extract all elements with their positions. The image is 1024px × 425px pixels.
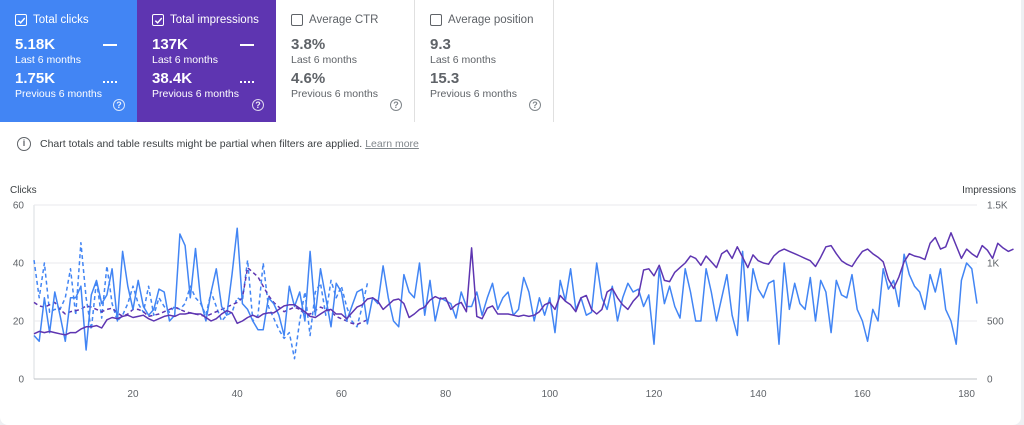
y-left-tick-label: 20 [13, 317, 25, 328]
checkbox-checked-icon[interactable] [15, 14, 27, 26]
y-right-tick-label: 500 [987, 317, 1004, 328]
performance-chart[interactable]: 0 20 40 60 0 500 1K 1.5K 20 40 60 80 100 120 140 160 180 [0, 195, 1021, 405]
info-icon: i [17, 137, 31, 151]
x-tick-label: 20 [127, 389, 139, 400]
checkbox-checked-icon[interactable] [152, 14, 164, 26]
card-prev-value: 4.6% [291, 70, 326, 87]
metric-cards: Total clicks 5.18K Last 6 months 1.75K P… [0, 0, 554, 122]
x-tick-label: 80 [440, 389, 452, 400]
card-prev-period: Previous 6 months [152, 88, 239, 100]
learn-more-link[interactable]: Learn more [365, 138, 419, 150]
series-line-total-clicks [33, 227, 978, 351]
filter-notice: i Chart totals and table results might b… [17, 137, 419, 151]
y-right-axis-title: Impressions [962, 185, 1016, 196]
x-tick-label: 160 [854, 389, 871, 400]
x-tick-label: 140 [750, 389, 767, 400]
checkbox-unchecked-icon[interactable] [430, 14, 442, 26]
card-label: Average CTR [309, 14, 379, 26]
x-tick-label: 180 [958, 389, 975, 400]
y-left-tick-label: 60 [13, 201, 25, 212]
help-icon[interactable]: ? [390, 99, 402, 111]
y-left-axis-title: Clicks [10, 185, 37, 196]
solid-line-legend-icon [103, 44, 117, 46]
y-right-tick-label: 1.5K [987, 201, 1008, 212]
card-value: 9.3 [430, 36, 451, 53]
card-average-position[interactable]: Average position 9.3 Last 6 months 15.3 … [415, 0, 554, 122]
help-icon[interactable]: ? [529, 99, 541, 111]
card-header: Average CTR [291, 12, 414, 28]
card-value: 137K [152, 36, 188, 53]
card-total-impressions[interactable]: Total impressions 137K Last 6 months 38.… [137, 0, 276, 122]
card-label: Total clicks [33, 14, 89, 26]
card-value: 3.8% [291, 36, 326, 53]
notice-text: Chart totals and table results might be … [40, 138, 363, 150]
y-right-tick-label: 1K [987, 259, 1000, 270]
x-tick-label: 120 [646, 389, 663, 400]
x-tick-label: 40 [232, 389, 244, 400]
card-total-clicks[interactable]: Total clicks 5.18K Last 6 months 1.75K P… [0, 0, 137, 122]
card-prev-period: Previous 6 months [15, 88, 102, 100]
card-prev-value: 1.75K [15, 70, 56, 87]
card-label: Average position [448, 14, 534, 26]
dashed-line-legend-icon [103, 81, 117, 83]
dashed-line-legend-icon [240, 81, 254, 83]
x-tick-label: 60 [336, 389, 348, 400]
card-period: Last 6 months [430, 54, 496, 66]
x-tick-label: 100 [541, 389, 558, 400]
help-icon[interactable]: ? [113, 99, 125, 111]
series-line-total-impressions [33, 232, 1014, 336]
card-period: Last 6 months [152, 54, 218, 66]
card-header: Total impressions [152, 12, 276, 28]
card-value: 5.18K [15, 36, 56, 53]
card-prev-value: 15.3 [430, 70, 460, 87]
card-prev-period: Previous 6 months [430, 88, 517, 100]
card-period: Last 6 months [291, 54, 357, 66]
card-prev-value: 38.4K [152, 70, 193, 87]
card-period: Last 6 months [15, 54, 81, 66]
y-right-tick-label: 0 [987, 375, 993, 386]
solid-line-legend-icon [240, 44, 254, 46]
y-left-tick-label: 40 [13, 259, 25, 270]
card-header: Average position [430, 12, 553, 28]
card-header: Total clicks [15, 12, 137, 28]
card-average-ctr[interactable]: Average CTR 3.8% Last 6 months 4.6% Prev… [276, 0, 415, 122]
card-label: Total impressions [170, 14, 259, 26]
help-icon[interactable]: ? [252, 99, 264, 111]
checkbox-unchecked-icon[interactable] [291, 14, 303, 26]
y-left-tick-label: 0 [18, 375, 24, 386]
card-prev-period: Previous 6 months [291, 88, 378, 100]
